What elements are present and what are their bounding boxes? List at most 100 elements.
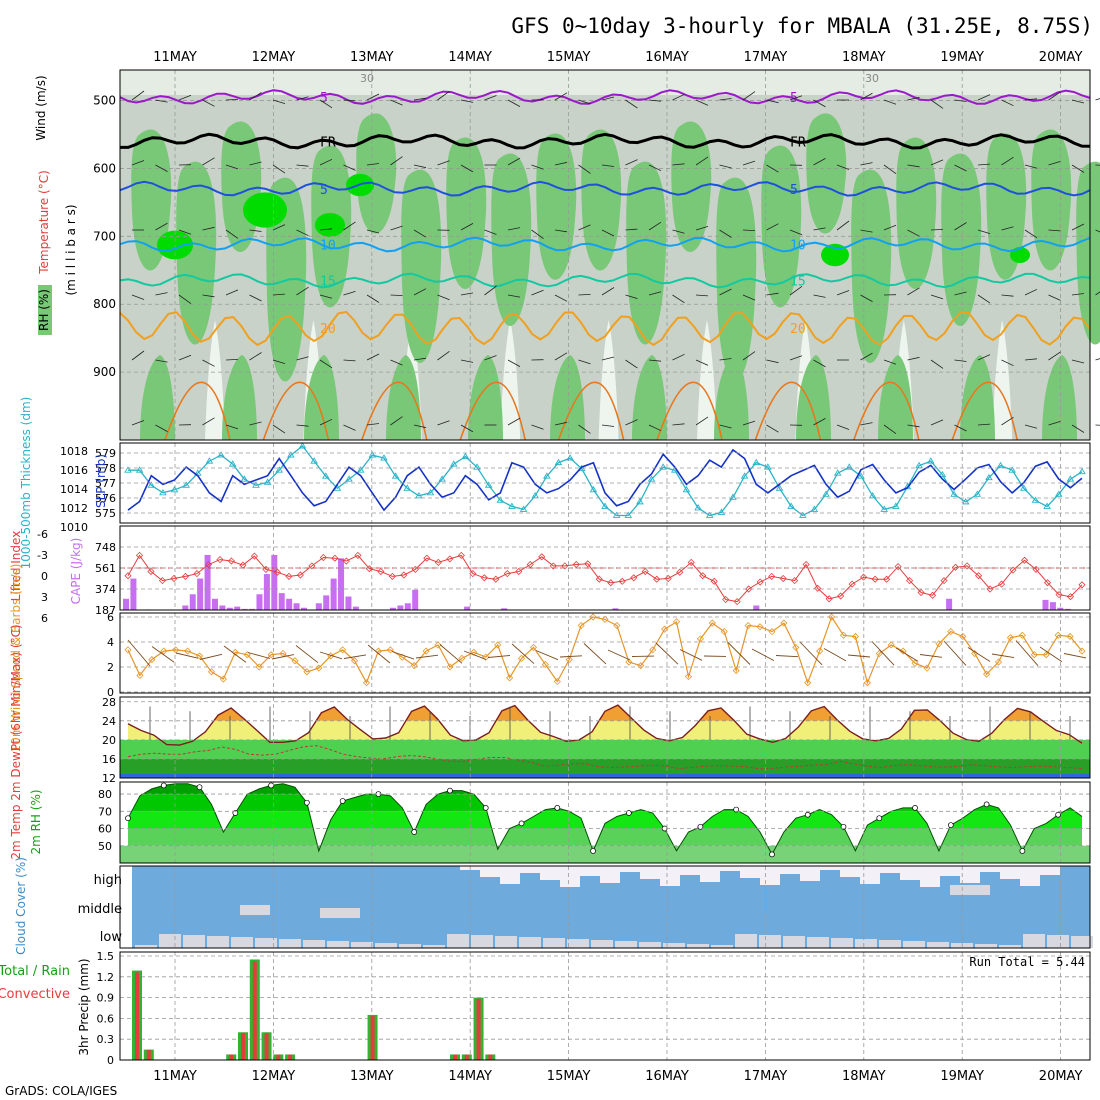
top-date-axis: 11MAY 12MAY 13MAY 14MAY 15MAY 16MAY 17MAY 18MAY… [153, 50, 1082, 65]
li-marker [377, 567, 385, 576]
li-marker [710, 577, 718, 585]
wind-barb [225, 164, 239, 170]
cape-bar [315, 603, 322, 610]
cloud-low-gap [591, 940, 613, 948]
li-marker [595, 575, 603, 583]
wind-barb [131, 294, 145, 300]
cape-bar [330, 578, 337, 610]
wind-barb [366, 163, 380, 166]
rh-high-region [243, 192, 287, 228]
rh-moist-region [581, 129, 622, 271]
cape-bar [501, 608, 508, 610]
wind-speed-marker [732, 666, 740, 675]
wind-barb-10m [175, 652, 199, 659]
cloud-low-gap [279, 939, 301, 948]
wind-barb [789, 229, 803, 236]
li-marker [733, 598, 741, 606]
wind-tick: 6 [107, 611, 114, 624]
cloud-low-gap [159, 934, 181, 948]
date-label-bottom-11MAY: 11MAY [153, 1069, 197, 1084]
rh-moist-lower [222, 355, 257, 440]
wind-barb [319, 158, 333, 166]
li-tick: 0 [41, 570, 48, 583]
rh-marker [482, 805, 489, 811]
wind-barb [601, 287, 615, 296]
wind-barb [907, 164, 920, 168]
wind-barb [225, 99, 239, 101]
cape-bar [352, 606, 359, 610]
wind-barb [578, 224, 591, 231]
wind-speed-marker [887, 641, 895, 649]
li-marker [917, 588, 925, 597]
wind-barb [625, 228, 638, 231]
slp-thickness-panel: 579 578 577 576 575 1018 1016 1014 1012 1010 1000-… [19, 397, 1091, 569]
wind-tick: 2 [107, 661, 114, 674]
wind-barb [272, 224, 286, 231]
wind-speed-marker [291, 657, 299, 665]
wind-barb [625, 359, 638, 369]
wind-speed-marker [446, 663, 454, 671]
precip-tick: 1.2 [97, 971, 115, 984]
cloud-panel-frame [119, 865, 1091, 949]
dry-patch [697, 320, 717, 440]
li-marker [423, 554, 431, 562]
date-label-top-16MAY: 16MAY [645, 50, 689, 65]
wind-speed-marker [816, 647, 824, 655]
temp-tick: 28 [102, 696, 116, 709]
cloud-low-gap [447, 934, 469, 948]
thickness-marker [345, 475, 353, 482]
cape-tick: 187 [95, 604, 116, 617]
wind-barb [554, 352, 568, 361]
rh-high-region [315, 213, 345, 237]
wind-barb [578, 359, 591, 365]
li-marker [158, 577, 167, 585]
ylabel-rh: RH (%) [37, 289, 51, 331]
pressure-tick-700: 700 [93, 229, 116, 243]
rh-moist-region [401, 169, 442, 363]
wind-speed-marker [422, 647, 430, 655]
wind-barb [860, 229, 873, 233]
isotherm-boundary [557, 381, 625, 441]
cape-bar [256, 594, 263, 610]
wind-speed-marker [553, 677, 561, 686]
rh-marker [160, 782, 167, 789]
wind-barb [178, 294, 192, 305]
wind-barb [625, 294, 638, 299]
wind-barb-10m [199, 653, 223, 660]
thickness-marker [287, 451, 295, 458]
wind-barb [131, 420, 145, 426]
isotherm-label: 20 [790, 322, 806, 337]
cape-bar [464, 606, 471, 610]
wind-speed-marker [911, 659, 919, 667]
cloud-layer-label-middle: middle [78, 902, 122, 917]
wind-barb [954, 164, 967, 172]
li-marker [549, 562, 557, 570]
wind-barb [860, 422, 873, 426]
wind-barb [366, 353, 380, 361]
cloud-high-gap [560, 866, 580, 887]
rh-moist-region [716, 177, 757, 382]
wind-barb [954, 359, 967, 362]
li-marker [434, 558, 442, 566]
precip-convective-bar [252, 961, 257, 1060]
rh-marker [804, 811, 811, 818]
precip-convective-bar [453, 1054, 457, 1060]
li-tick: -3 [37, 549, 48, 562]
wind-barb [1071, 223, 1085, 231]
wind-speed-marker [589, 613, 597, 621]
thickness-marker [356, 466, 365, 473]
wind-barb [413, 424, 427, 429]
cloud-high-gap [840, 866, 860, 877]
wind-barb [1048, 351, 1061, 361]
cape-bar [278, 593, 285, 610]
wind-barb [272, 164, 286, 174]
wind-speed-marker [708, 619, 716, 627]
dry-patch [500, 320, 521, 440]
cape-bar [389, 607, 396, 610]
rh-moist-region [1076, 161, 1100, 345]
cloud-high-gap [800, 866, 820, 881]
dry-patch [598, 320, 619, 440]
li-marker [1043, 579, 1052, 587]
cloud-layer-label-low: low [100, 930, 123, 945]
wind-barb [460, 359, 474, 363]
